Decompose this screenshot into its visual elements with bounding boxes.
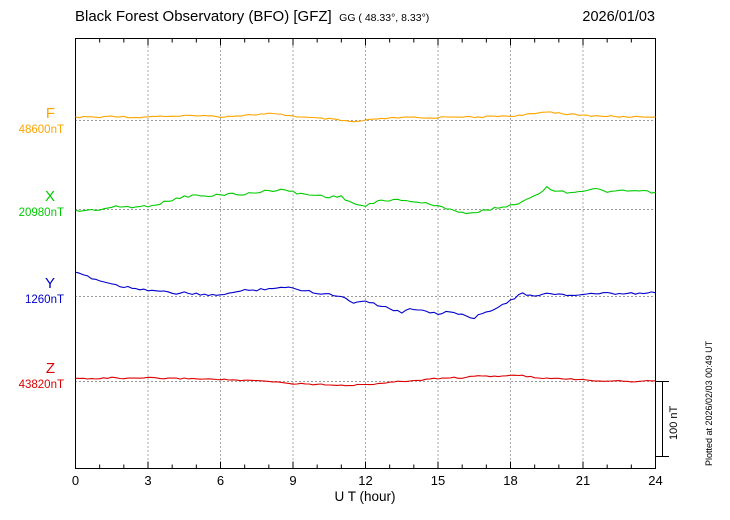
- x-tick-label: 3: [144, 473, 151, 488]
- series-label-z: Z 43820nT: [2, 361, 64, 392]
- series-letter-y: Y: [44, 275, 55, 292]
- trace-Y: [75, 271, 656, 320]
- series-baseline-z: 43820nT: [18, 379, 64, 391]
- series-baseline-y: 1260nT: [24, 294, 64, 306]
- coordinates-label: GG ( 48.33°, 8.33°): [339, 12, 430, 24]
- scale-bar-label: 100 nT: [668, 405, 680, 440]
- trace-F: [75, 111, 656, 123]
- trace-X: [75, 186, 656, 215]
- series-baseline-x: 20980nT: [18, 207, 64, 219]
- page-title: Black Forest Observatory (BFO) [GFZ]: [75, 8, 332, 25]
- series-label-x: X 20980nT: [2, 189, 64, 220]
- series-label-f: F 48600nT: [2, 106, 64, 137]
- series-letter-f: F: [45, 105, 55, 122]
- x-tick-label: 0: [72, 473, 79, 488]
- header: Black Forest Observatory (BFO) [GFZ] GG …: [75, 8, 429, 26]
- x-axis-title: U T (hour): [334, 489, 396, 504]
- series-baseline-f: 48600nT: [18, 124, 64, 136]
- series-letter-z: Z: [45, 360, 55, 377]
- x-tick-label: 24: [648, 473, 662, 488]
- series-label-y: Y 1260nT: [2, 276, 64, 307]
- x-tick-label: 21: [576, 473, 590, 488]
- series-letter-x: X: [44, 188, 55, 205]
- x-tick-label: 12: [358, 473, 372, 488]
- x-tick-label: 15: [431, 473, 445, 488]
- x-tick-label: 18: [503, 473, 517, 488]
- plotted-at-label: Plotted at 2026/02/03 00:49 UT: [704, 340, 714, 466]
- x-tick-label: 6: [217, 473, 224, 488]
- trace-Z: [75, 374, 656, 387]
- date-label: 2026/01/03: [582, 9, 655, 25]
- x-tick-label: 9: [289, 473, 296, 488]
